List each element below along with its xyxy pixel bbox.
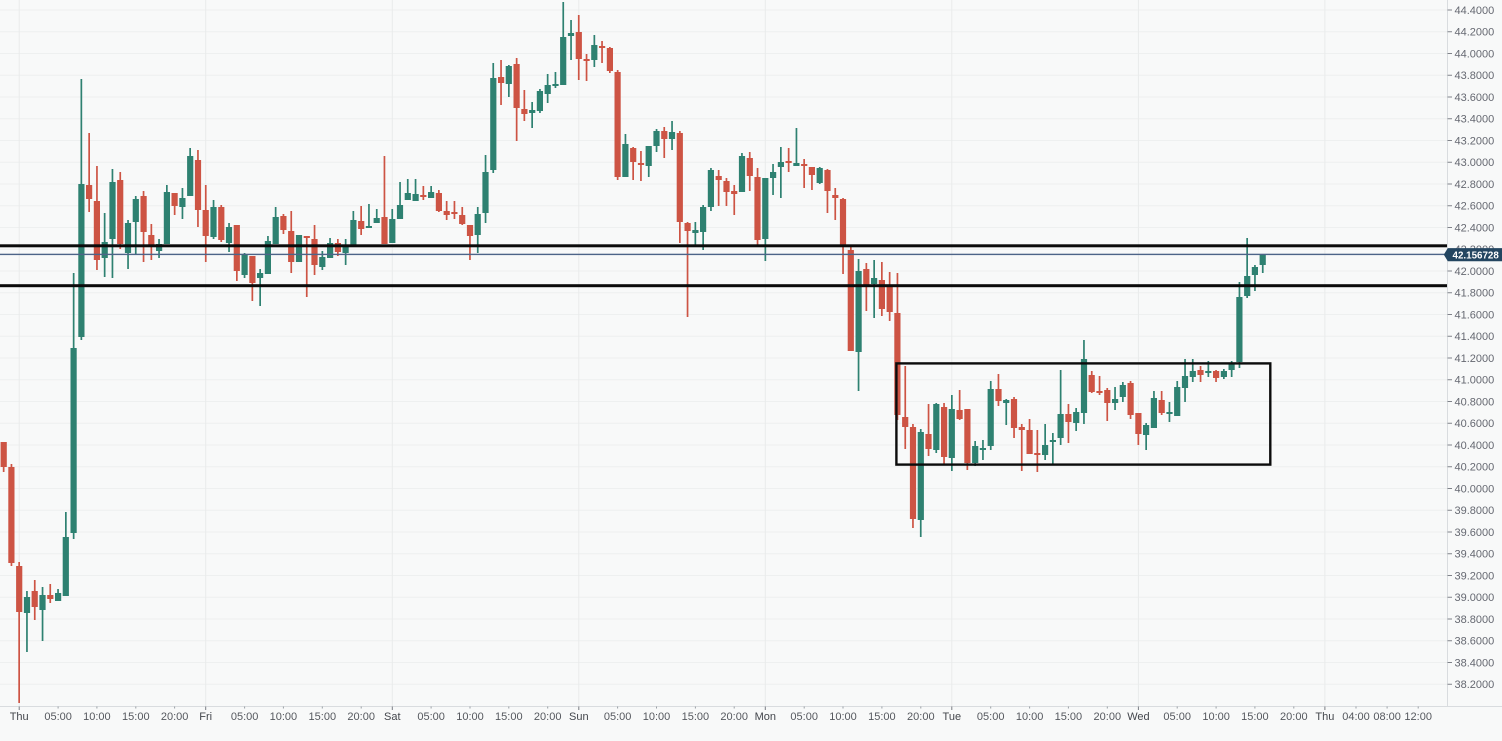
svg-text:Wed: Wed — [1127, 711, 1149, 723]
svg-text:39.4000: 39.4000 — [1455, 549, 1495, 561]
svg-text:40.0000: 40.0000 — [1455, 483, 1495, 495]
svg-text:38.2000: 38.2000 — [1455, 679, 1495, 691]
svg-text:15:00: 15:00 — [682, 711, 710, 723]
svg-text:43.8000: 43.8000 — [1455, 70, 1495, 82]
svg-text:05:00: 05:00 — [1163, 711, 1191, 723]
svg-text:40.6000: 40.6000 — [1455, 418, 1495, 430]
svg-text:10:00: 10:00 — [83, 711, 111, 723]
svg-text:41.6000: 41.6000 — [1455, 309, 1495, 321]
svg-text:12:00: 12:00 — [1404, 711, 1432, 723]
svg-text:05:00: 05:00 — [977, 711, 1005, 723]
svg-text:15:00: 15:00 — [309, 711, 337, 723]
svg-text:41.4000: 41.4000 — [1455, 331, 1495, 343]
svg-text:05:00: 05:00 — [44, 711, 72, 723]
svg-text:05:00: 05:00 — [417, 711, 445, 723]
svg-text:10:00: 10:00 — [643, 711, 671, 723]
svg-text:20:00: 20:00 — [907, 711, 935, 723]
svg-text:44.2000: 44.2000 — [1455, 27, 1495, 39]
svg-text:Thu: Thu — [10, 711, 29, 723]
svg-text:42.4000: 42.4000 — [1455, 222, 1495, 234]
svg-text:15:00: 15:00 — [495, 711, 523, 723]
svg-text:20:00: 20:00 — [534, 711, 562, 723]
svg-text:39.6000: 39.6000 — [1455, 527, 1495, 539]
svg-text:05:00: 05:00 — [790, 711, 818, 723]
svg-text:38.8000: 38.8000 — [1455, 614, 1495, 626]
svg-text:Sat: Sat — [384, 711, 401, 723]
svg-text:Sun: Sun — [569, 711, 589, 723]
svg-text:15:00: 15:00 — [868, 711, 896, 723]
svg-text:Mon: Mon — [755, 711, 776, 723]
svg-text:10:00: 10:00 — [270, 711, 298, 723]
svg-text:43.0000: 43.0000 — [1455, 157, 1495, 169]
svg-text:15:00: 15:00 — [122, 711, 150, 723]
svg-text:10:00: 10:00 — [829, 711, 857, 723]
svg-text:41.0000: 41.0000 — [1455, 375, 1495, 387]
svg-text:44.4000: 44.4000 — [1455, 5, 1495, 17]
svg-text:39.8000: 39.8000 — [1455, 505, 1495, 517]
svg-text:42.156728: 42.156728 — [1453, 250, 1500, 261]
svg-text:10:00: 10:00 — [1016, 711, 1044, 723]
svg-text:43.4000: 43.4000 — [1455, 114, 1495, 126]
svg-text:20:00: 20:00 — [347, 711, 375, 723]
svg-text:15:00: 15:00 — [1241, 711, 1269, 723]
svg-text:42.0000: 42.0000 — [1455, 266, 1495, 278]
svg-text:44.0000: 44.0000 — [1455, 48, 1495, 60]
svg-text:20:00: 20:00 — [161, 711, 189, 723]
svg-text:10:00: 10:00 — [456, 711, 484, 723]
svg-text:Tue: Tue — [943, 711, 962, 723]
svg-text:08:00: 08:00 — [1373, 711, 1401, 723]
svg-text:10:00: 10:00 — [1202, 711, 1230, 723]
svg-text:20:00: 20:00 — [720, 711, 748, 723]
svg-text:42.6000: 42.6000 — [1455, 201, 1495, 213]
svg-text:20:00: 20:00 — [1094, 711, 1122, 723]
svg-text:42.8000: 42.8000 — [1455, 179, 1495, 191]
svg-text:39.0000: 39.0000 — [1455, 592, 1495, 604]
svg-text:Fri: Fri — [199, 711, 212, 723]
svg-text:39.2000: 39.2000 — [1455, 570, 1495, 582]
svg-text:Thu: Thu — [1315, 711, 1334, 723]
svg-text:40.4000: 40.4000 — [1455, 440, 1495, 452]
svg-text:05:00: 05:00 — [231, 711, 259, 723]
svg-text:40.8000: 40.8000 — [1455, 396, 1495, 408]
svg-text:40.2000: 40.2000 — [1455, 462, 1495, 474]
svg-text:04:00: 04:00 — [1342, 711, 1370, 723]
svg-text:43.6000: 43.6000 — [1455, 92, 1495, 104]
svg-text:41.8000: 41.8000 — [1455, 288, 1495, 300]
svg-text:43.2000: 43.2000 — [1455, 135, 1495, 147]
svg-text:38.6000: 38.6000 — [1455, 636, 1495, 648]
svg-text:05:00: 05:00 — [604, 711, 632, 723]
svg-text:15:00: 15:00 — [1055, 711, 1083, 723]
svg-text:38.4000: 38.4000 — [1455, 657, 1495, 669]
svg-text:20:00: 20:00 — [1280, 711, 1308, 723]
svg-text:41.2000: 41.2000 — [1455, 353, 1495, 365]
